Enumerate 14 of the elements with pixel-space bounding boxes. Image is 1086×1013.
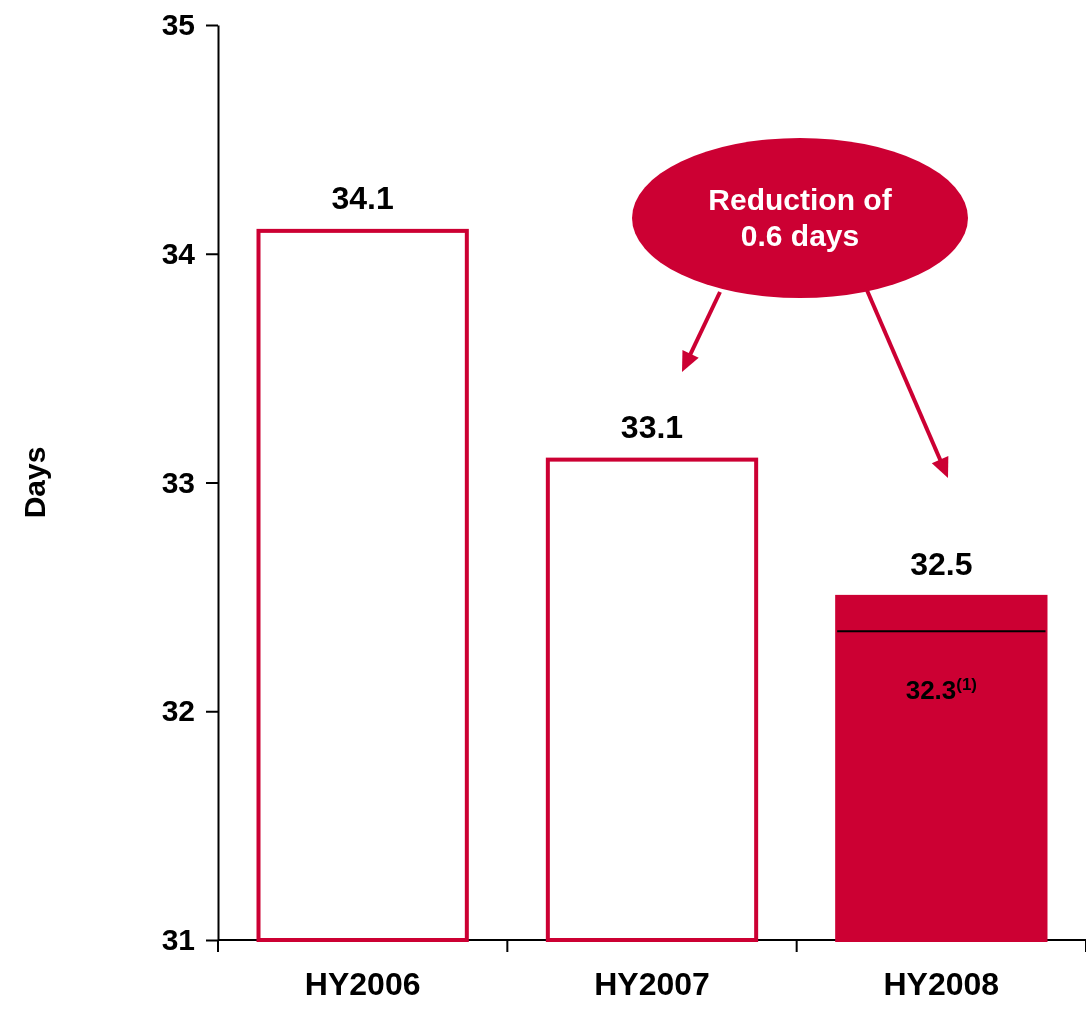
x-tick-label: HY2008 <box>883 966 1000 1002</box>
x-tick-label: HY2006 <box>304 966 421 1002</box>
annotation: Reduction of 0.6 days <box>708 183 893 252</box>
data-label: 33.1 <box>620 408 684 445</box>
y-tick-label: 32 <box>161 694 195 728</box>
data-label: 32.5 <box>910 545 973 582</box>
y-tick-label: 33 <box>161 465 195 499</box>
ref-line-label: 32.3$^{(1)}$ <box>905 674 977 706</box>
y-tick-label: 35 <box>161 8 195 42</box>
y-tick-label: 34 <box>161 236 196 270</box>
y-axis-title: Days <box>18 446 51 519</box>
x-tick-label: HY2007 <box>594 966 710 1002</box>
y-tick-label: 31 <box>161 923 195 957</box>
data-label: 34.1 <box>331 179 394 216</box>
